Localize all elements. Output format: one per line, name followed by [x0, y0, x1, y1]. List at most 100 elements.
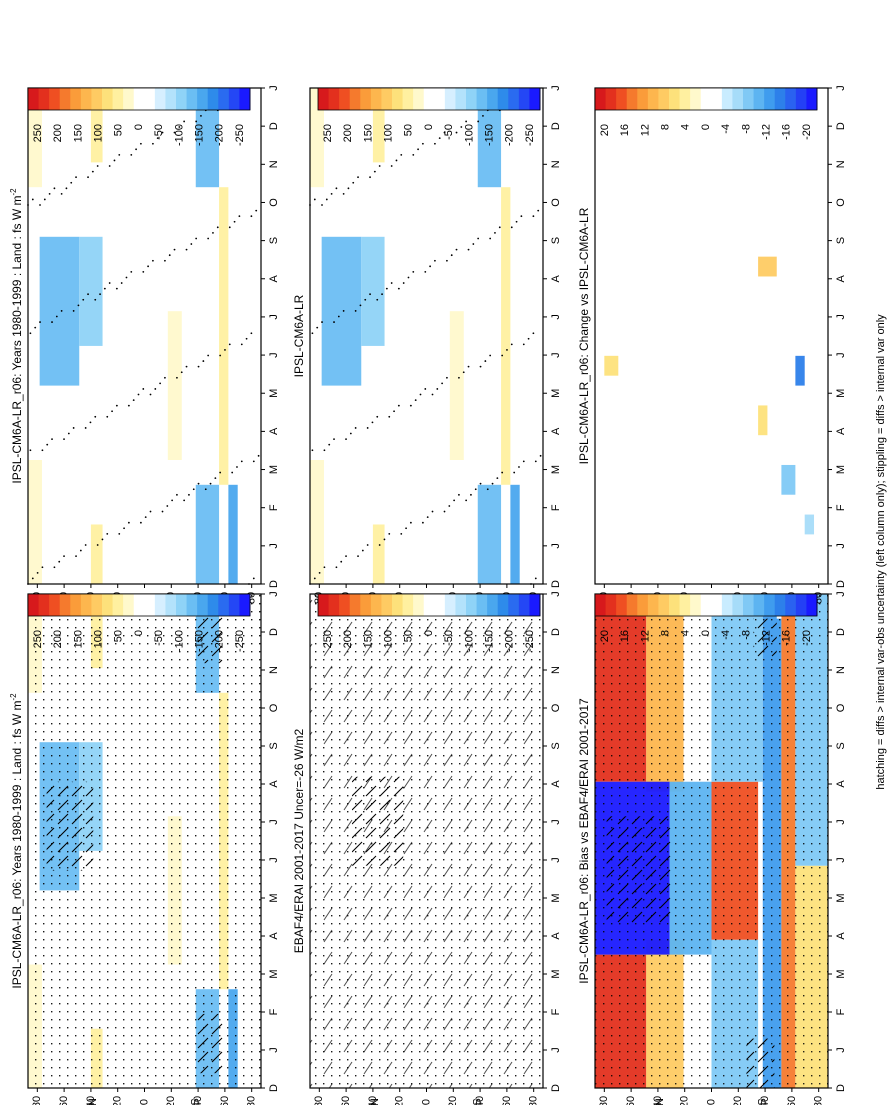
- field-blue-edge: [228, 484, 238, 584]
- stipple-dot: [250, 215, 253, 218]
- stipple-dot: [84, 544, 87, 546]
- colorbar-swatch: [444, 88, 456, 110]
- colorbar-swatch: [28, 88, 40, 110]
- colorbar-swatch: [381, 88, 393, 110]
- colorbar-swatch: [176, 594, 188, 616]
- stipple-dot: [436, 388, 439, 390]
- stipple-dot: [337, 315, 340, 318]
- stipple-dot: [183, 120, 186, 123]
- stipple-dot: [173, 248, 176, 251]
- colorbar-swatch: [497, 88, 509, 110]
- colorbar-swatch: [529, 88, 541, 110]
- colorbar-swatch: [795, 594, 807, 616]
- stipple-dot: [216, 226, 219, 229]
- colorbar-swatch: [239, 594, 251, 616]
- colorbar-tick-label: -100: [463, 630, 475, 652]
- stipple-dot: [465, 120, 468, 123]
- month-tick-label: O: [835, 198, 847, 207]
- panel-model-right: 80604020020406080NSDJFMAMJJASONDJIPSL-CM…: [9, 85, 280, 604]
- lat-tick-label: 0: [705, 1099, 717, 1105]
- stipple-dot: [434, 142, 436, 145]
- colorbar-swatch: [423, 88, 435, 110]
- month-tick-label: F: [835, 504, 847, 511]
- colorbar-swatch: [328, 594, 340, 616]
- month-tick-label: D: [268, 1084, 280, 1092]
- field-change-a: [758, 405, 768, 436]
- hatching: [753, 618, 777, 659]
- colorbar-swatch: [518, 594, 530, 616]
- lat-tick-label: 40: [192, 1096, 204, 1105]
- colorbar-swatch: [102, 88, 114, 110]
- stipple-dot: [407, 276, 410, 279]
- field-yellow-nh: [310, 460, 324, 584]
- stipple-dot: [31, 198, 34, 201]
- colorbar-swatch: [508, 594, 520, 616]
- stipple-dot: [414, 399, 417, 401]
- colorbar-swatch: [207, 594, 219, 616]
- lat-tick-label: 40: [759, 1096, 771, 1105]
- colorbar-swatch: [774, 88, 786, 110]
- stipple-dot: [255, 209, 258, 212]
- month-tick-label: D: [550, 628, 562, 636]
- month-tick-label: F: [268, 1008, 280, 1015]
- colorbar-tick-label: 0: [423, 630, 435, 636]
- colorbar-swatch: [370, 88, 382, 110]
- colorbar-swatch: [679, 594, 691, 616]
- month-tick-label: O: [268, 198, 280, 207]
- lat-tick-label: 80: [313, 1096, 325, 1105]
- stipple-dot: [75, 555, 77, 558]
- colorbar-swatch: [466, 88, 478, 110]
- colorbar-swatch: [197, 88, 209, 110]
- month-tick-label: J: [268, 543, 280, 549]
- colorbar-swatch: [700, 88, 712, 110]
- lat-tick-label: 40: [474, 1096, 486, 1105]
- stipple-dot: [373, 170, 376, 173]
- stipple-dot: [378, 544, 381, 546]
- stipple-dot: [29, 332, 32, 335]
- stipple-dot: [390, 282, 393, 284]
- stipple-dot: [58, 560, 61, 563]
- panel-title-superscript: -2: [9, 693, 18, 701]
- colorbar-tick-label: 200: [342, 124, 354, 142]
- stipple-dot: [323, 449, 326, 452]
- field-yellow-30n: [372, 524, 385, 584]
- month-tick-label: J: [550, 819, 562, 825]
- stipple-dot: [65, 187, 68, 190]
- stipple-dot: [534, 460, 537, 463]
- month-tick-label: J: [550, 591, 562, 597]
- colorbar-tick-label: -16: [781, 630, 793, 646]
- month-tick-label: M: [268, 969, 280, 978]
- colorbar-tick-label: 200: [52, 124, 64, 142]
- stipple-dot: [397, 404, 400, 407]
- stipple-dot: [385, 287, 388, 290]
- field-yellow-sh: [501, 187, 511, 485]
- colorbar-swatch: [605, 88, 617, 110]
- stipple-dot: [176, 376, 178, 379]
- colorbar-swatch: [764, 88, 776, 110]
- month-tick-label: S: [835, 237, 847, 244]
- colorbar-tick-label: 100: [383, 124, 395, 142]
- stipple-dot: [190, 243, 193, 245]
- month-tick-label: D: [835, 628, 847, 636]
- stipple-dot: [472, 243, 475, 245]
- stipple-dot: [467, 248, 470, 251]
- stipple-dot: [192, 488, 195, 491]
- month-tick-label: D: [550, 580, 562, 588]
- colorbar-tick-label: 8: [660, 630, 672, 636]
- month-tick-label: J: [268, 314, 280, 320]
- colorbar-swatch: [123, 594, 135, 616]
- colorbar-swatch: [349, 88, 361, 110]
- colorbar-swatch: [721, 88, 733, 110]
- colorbar-tick-label: -200: [214, 630, 226, 652]
- month-tick-label: M: [835, 893, 847, 902]
- colorbar-swatch: [658, 594, 670, 616]
- colorbar-swatch: [318, 594, 330, 616]
- colorbar-swatch: [444, 594, 456, 616]
- month-tick-label: D: [268, 580, 280, 588]
- month-tick-label: O: [550, 703, 562, 712]
- stipple-dot: [361, 549, 364, 552]
- stipple-dot: [161, 510, 164, 513]
- stipple-dot: [94, 298, 97, 301]
- stipple-dot: [137, 393, 140, 396]
- lat-tick-label: 80: [528, 1096, 540, 1105]
